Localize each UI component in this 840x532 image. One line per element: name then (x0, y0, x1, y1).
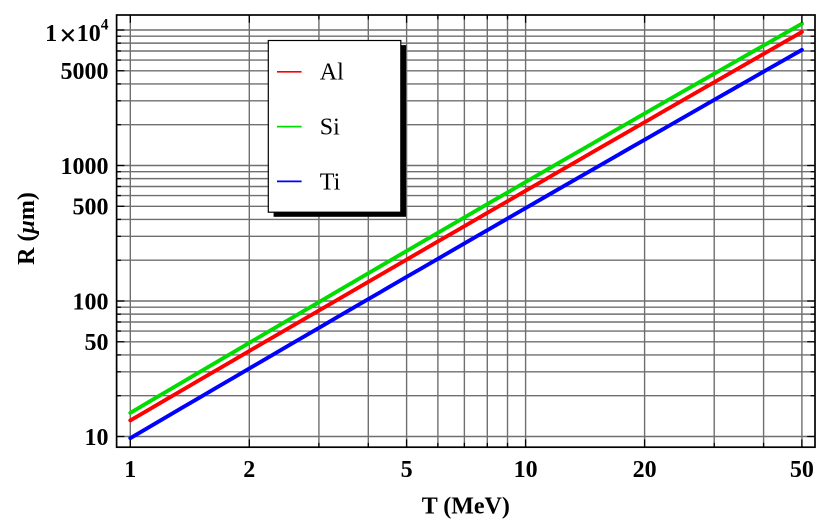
svg-text:Ti: Ti (320, 169, 341, 195)
svg-text:2: 2 (243, 457, 255, 483)
svg-text:50: 50 (85, 330, 109, 356)
svg-text:T (MeV): T (MeV) (422, 493, 510, 519)
svg-text:50: 50 (790, 457, 814, 483)
svg-text:5: 5 (401, 457, 413, 483)
svg-text:500: 500 (73, 195, 109, 221)
svg-text:Al: Al (320, 60, 344, 86)
svg-text:10: 10 (85, 425, 109, 451)
svg-text:5000: 5000 (61, 59, 109, 85)
svg-text:1000: 1000 (61, 154, 109, 180)
svg-text:1 ×104: 1 ×104 (45, 17, 109, 53)
svg-text:10: 10 (514, 457, 538, 483)
svg-text:1: 1 (124, 457, 136, 483)
svg-text:Si: Si (320, 115, 340, 141)
svg-text:R (μm): R (μm) (14, 192, 40, 265)
svg-text:20: 20 (633, 457, 657, 483)
svg-text:100: 100 (73, 289, 109, 315)
